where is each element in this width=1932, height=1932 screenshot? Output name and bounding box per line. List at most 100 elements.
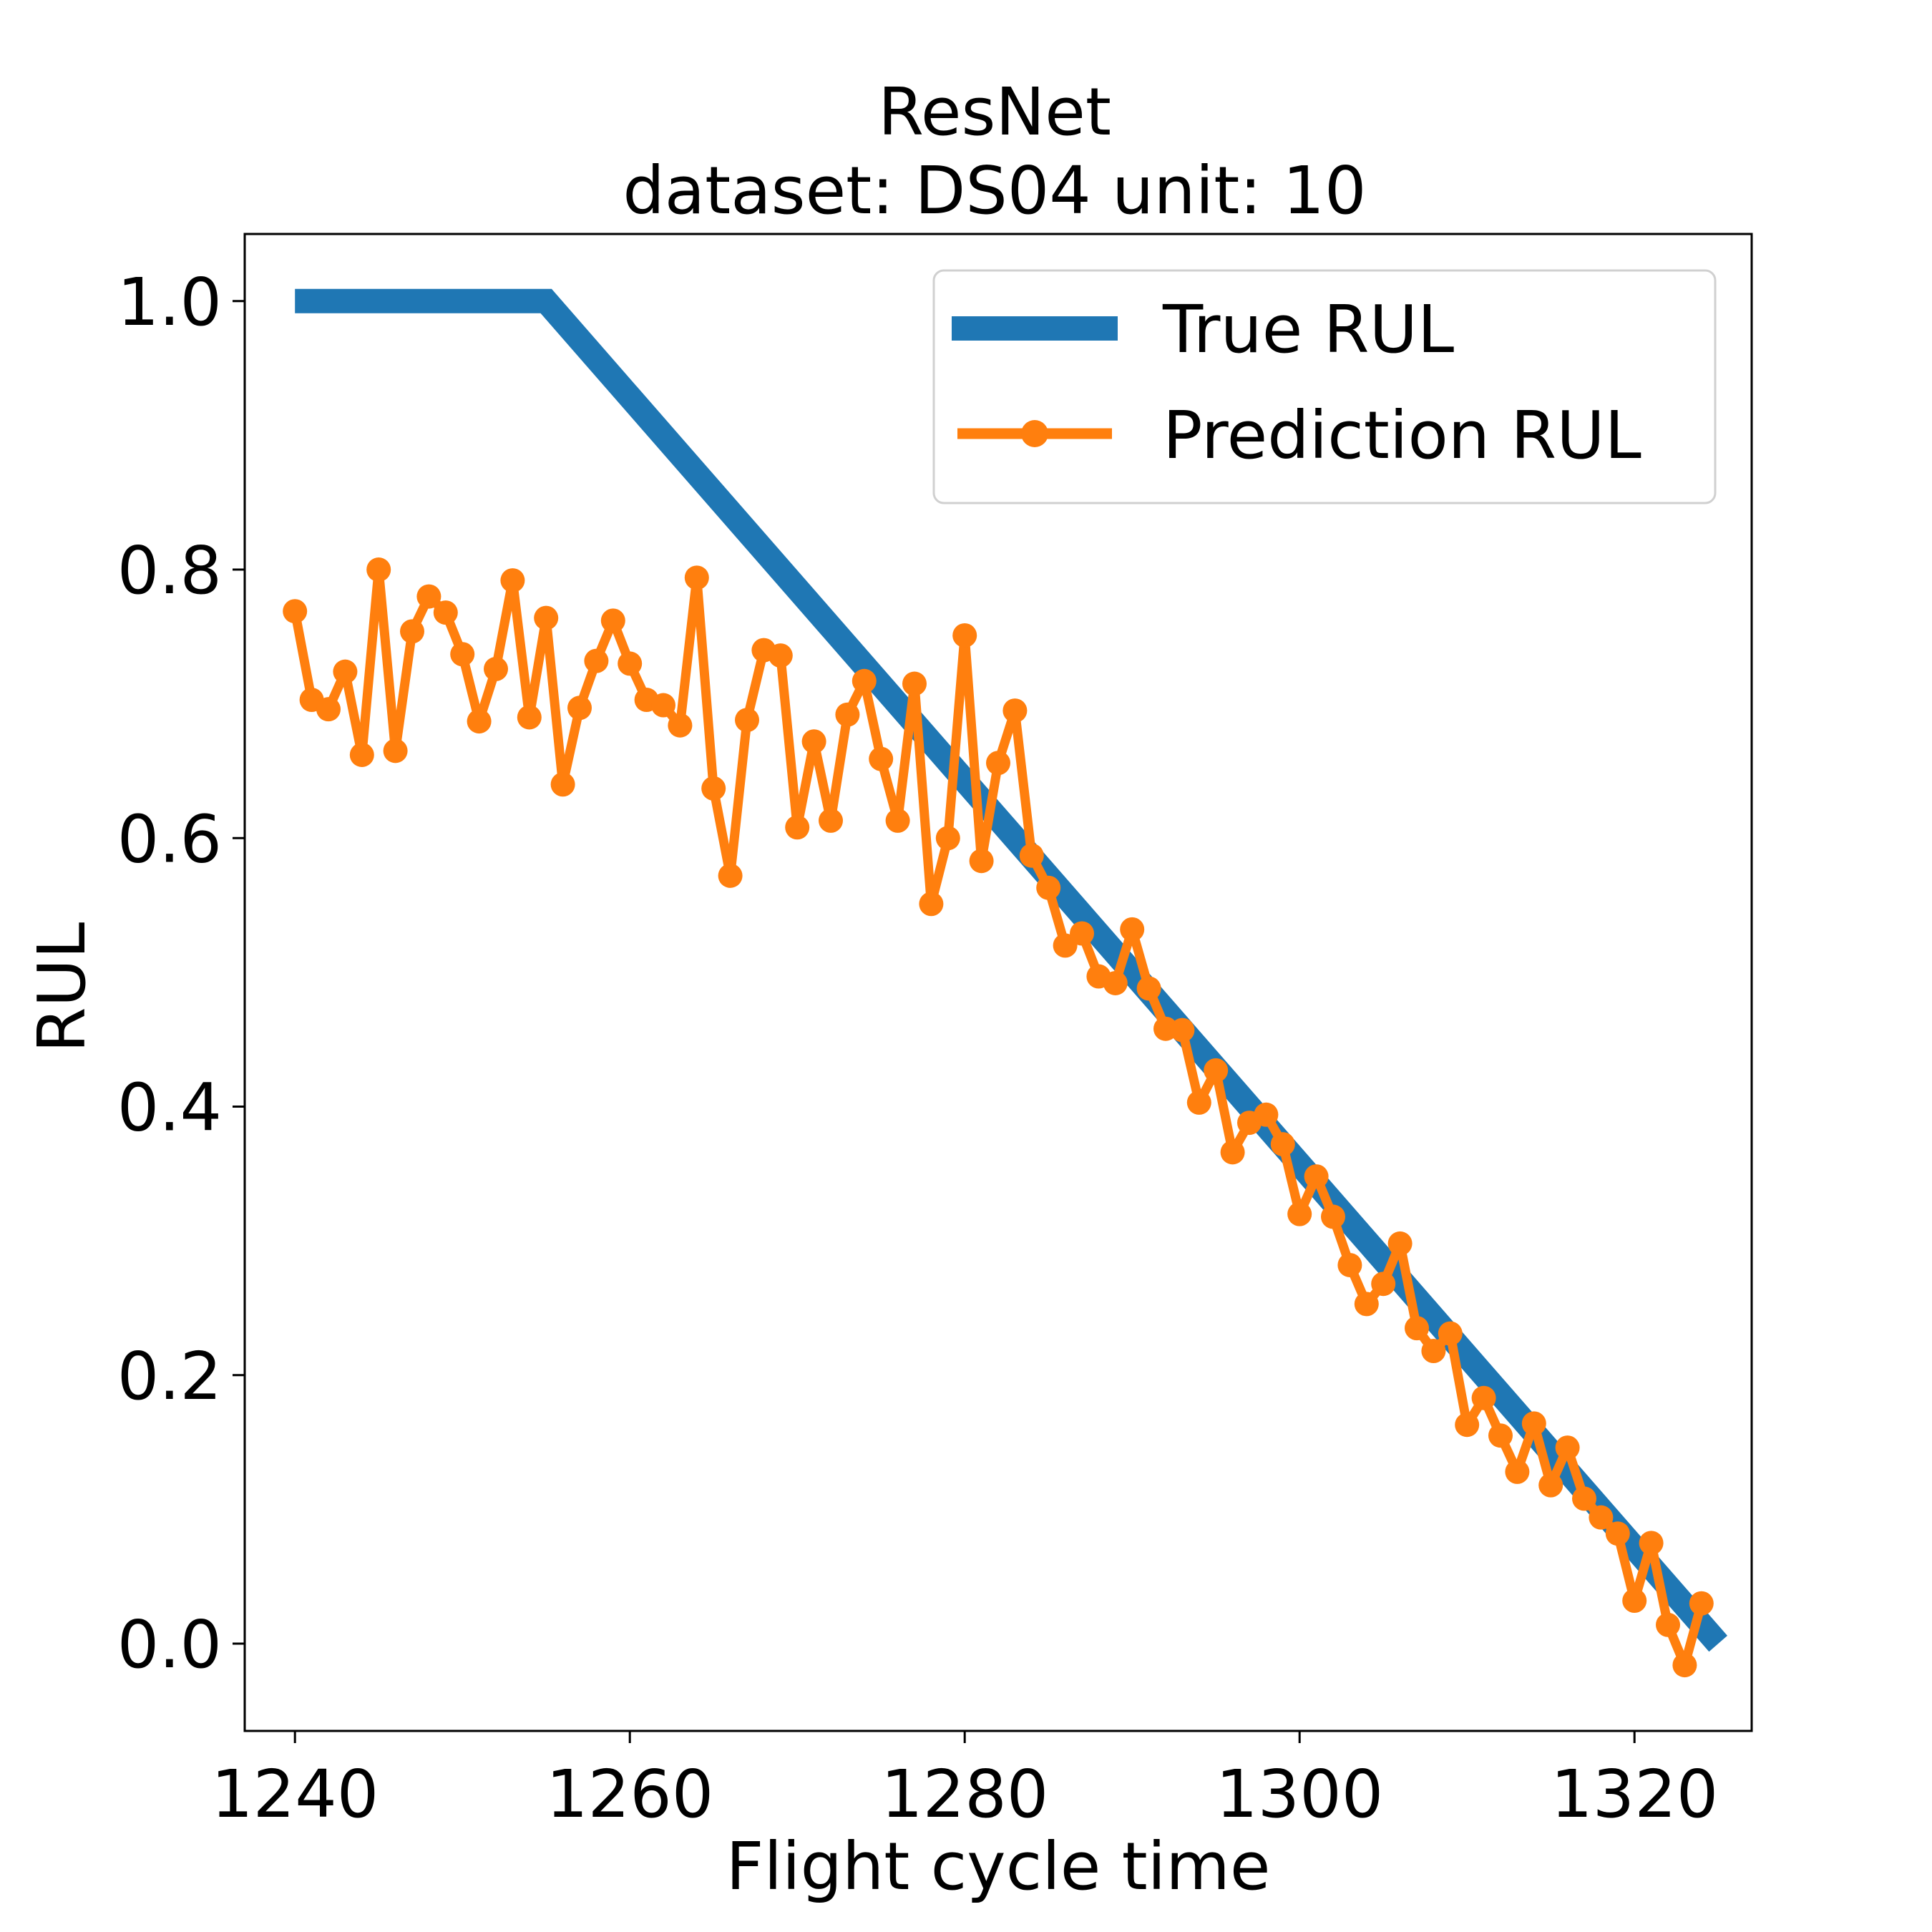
prediction-rul-point <box>283 599 308 624</box>
prediction-rul-point <box>433 600 458 625</box>
chart-title: ResNet <box>878 74 1111 150</box>
prediction-rul-point <box>935 826 960 851</box>
prediction-rul-point <box>1270 1132 1295 1157</box>
prediction-rul-point <box>1304 1164 1329 1189</box>
prediction-rul-point <box>316 697 341 722</box>
prediction-rul-point <box>902 671 927 696</box>
prediction-rul-point <box>1455 1413 1480 1438</box>
prediction-rul-line <box>290 565 1707 1670</box>
prediction-rul-point <box>1287 1201 1312 1226</box>
x-tick-label: 1260 <box>546 1756 713 1833</box>
prediction-rul-point <box>1622 1589 1647 1614</box>
prediction-rul-point <box>534 605 559 630</box>
prediction-rul-point <box>467 709 492 734</box>
prediction-rul-point <box>852 668 877 693</box>
prediction-rul-point <box>684 565 709 590</box>
y-axis-label: RUL <box>24 922 100 1053</box>
prediction-rul-point <box>1521 1411 1546 1436</box>
prediction-rul-point <box>1656 1612 1680 1637</box>
prediction-rul-point <box>383 738 408 763</box>
prediction-rul-point <box>1639 1531 1664 1556</box>
prediction-rul-point <box>1505 1459 1530 1484</box>
prediction-rul-point <box>885 808 910 833</box>
prediction-rul-point <box>1672 1653 1697 1678</box>
prediction-rul-point <box>400 619 424 644</box>
prediction-rul-point <box>1186 1090 1211 1115</box>
prediction-rul-point <box>567 696 592 721</box>
prediction-rul-point <box>1421 1339 1446 1364</box>
prediction-rul-point <box>1204 1058 1229 1083</box>
prediction-rul-point <box>1053 933 1078 958</box>
plot-area <box>243 233 1753 1732</box>
prediction-rul-point <box>1471 1385 1496 1410</box>
prediction-rul-point <box>1019 843 1044 868</box>
prediction-rul-point <box>952 623 977 648</box>
prediction-rul-point <box>1555 1435 1580 1460</box>
prediction-rul-point <box>1254 1102 1279 1127</box>
x-tick-label: 1240 <box>211 1756 379 1833</box>
x-tick-label: 1320 <box>1551 1756 1718 1833</box>
prediction-rul-point <box>349 742 374 767</box>
prediction-rul-point <box>333 659 358 684</box>
prediction-rul-point <box>1103 970 1128 995</box>
prediction-rul-point <box>835 702 860 727</box>
prediction-rul-point <box>919 892 944 917</box>
prediction-rul-point <box>500 568 525 593</box>
prediction-rul-point <box>1220 1140 1245 1165</box>
prediction-rul-point <box>1387 1231 1413 1256</box>
x-axis-label: Flight cycle time <box>726 1828 1271 1905</box>
prediction-rul-point <box>819 808 843 833</box>
legend-true-rul-label: True RUL <box>1162 291 1454 368</box>
prediction-rul-point <box>701 776 726 801</box>
prediction-rul-point <box>450 642 475 667</box>
series-layer <box>283 288 1728 1678</box>
prediction-rul-point <box>785 815 810 840</box>
y-tick-label: 0.2 <box>117 1338 222 1415</box>
y-tick-label: 0.6 <box>117 801 222 877</box>
prediction-rul-point <box>1036 875 1061 900</box>
legend: True RUL Prediction RUL <box>932 269 1717 504</box>
prediction-rul-point <box>1488 1423 1513 1448</box>
plot-frame <box>243 233 1753 1732</box>
prediction-rul-point <box>869 746 894 771</box>
prediction-rul-point <box>969 849 994 874</box>
y-tick-label: 0.8 <box>117 532 222 609</box>
prediction-rul-point <box>768 643 793 668</box>
prediction-rul-point <box>484 656 508 681</box>
prediction-rul-point <box>735 708 759 733</box>
prediction-rul-point <box>1354 1292 1379 1317</box>
chart-subtitle: dataset: DS04 unit: 10 <box>623 152 1366 229</box>
prediction-rul-point <box>1120 917 1145 942</box>
prediction-rul-point <box>1002 698 1028 723</box>
legend-prediction-rul-marker <box>1021 420 1048 447</box>
prediction-rul-point <box>517 705 542 730</box>
prediction-rul-point <box>1438 1321 1463 1346</box>
y-axis: 0.0 0.2 0.4 0.6 0.8 1.0 <box>117 264 245 1683</box>
prediction-rul-point <box>1371 1272 1396 1297</box>
prediction-rul-point <box>416 584 441 609</box>
prediction-rul-point <box>1605 1521 1630 1546</box>
prediction-rul-point <box>1538 1473 1563 1498</box>
prediction-rul-point <box>801 729 826 754</box>
y-tick-label: 0.0 <box>117 1606 222 1683</box>
x-axis: 1240 1260 1280 1300 1320 <box>211 1731 1718 1833</box>
prediction-rul-point <box>1589 1505 1614 1530</box>
prediction-rul-point <box>1170 1018 1195 1043</box>
prediction-rul-point <box>1321 1204 1345 1229</box>
legend-box <box>932 269 1717 504</box>
prediction-rul-point <box>668 713 693 738</box>
prediction-rul-point <box>584 648 609 673</box>
prediction-rul-point <box>718 863 743 888</box>
y-tick-label: 0.4 <box>117 1070 222 1146</box>
prediction-rul-point <box>986 751 1010 776</box>
x-tick-label: 1300 <box>1216 1756 1383 1833</box>
x-tick-label: 1280 <box>881 1756 1048 1833</box>
prediction-rul-point <box>1337 1252 1362 1277</box>
prediction-rul-point <box>1136 976 1161 1001</box>
prediction-rul-point <box>366 557 391 582</box>
prediction-rul-point <box>1070 921 1094 946</box>
prediction-rul-point <box>550 772 575 797</box>
prediction-rul-point <box>651 693 675 718</box>
prediction-rul-point <box>618 651 643 676</box>
